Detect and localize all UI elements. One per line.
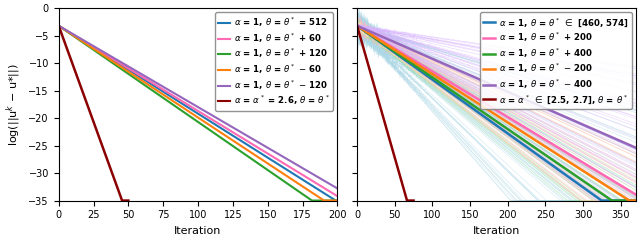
Y-axis label: log(||u$^k$ $-$ u*||): log(||u$^k$ $-$ u*||) (4, 63, 23, 146)
X-axis label: Iteration: Iteration (473, 226, 520, 236)
Legend: $\alpha$ = 1, $\theta$ = $\theta^*$ = 512, $\alpha$ = 1, $\theta$ = $\theta^*$ +: $\alpha$ = 1, $\theta$ = $\theta^*$ = 51… (215, 12, 333, 111)
X-axis label: Iteration: Iteration (174, 226, 221, 236)
Legend: $\alpha$ = 1, $\theta$ = $\theta^*$ $\in$ [460, 574], $\alpha$ = 1, $\theta$ = $: $\alpha$ = 1, $\theta$ = $\theta^*$ $\in… (480, 12, 632, 109)
